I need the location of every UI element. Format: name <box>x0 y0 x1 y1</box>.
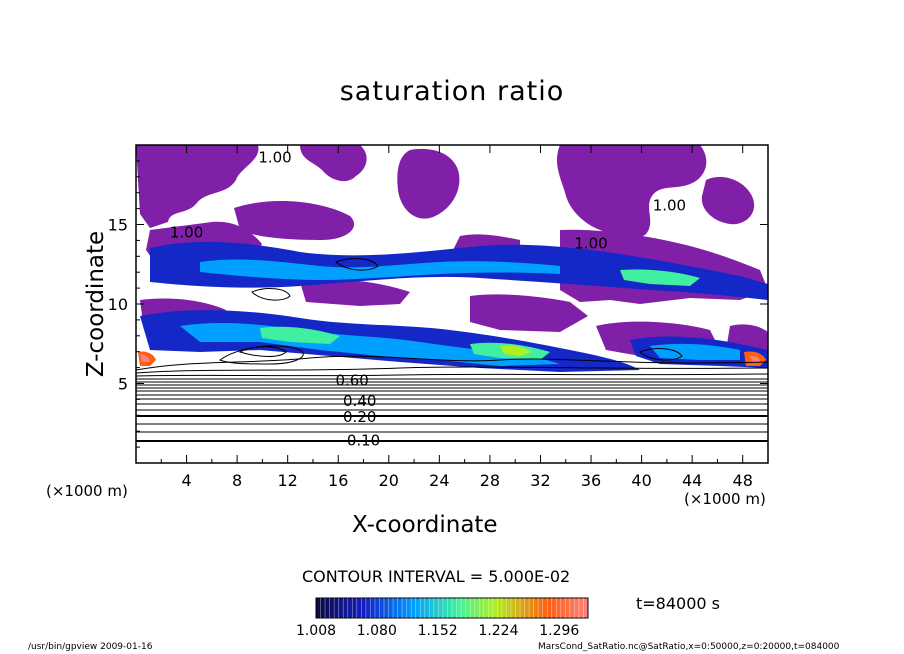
contour-lines <box>136 258 768 442</box>
x-tick-label: 48 <box>733 471 753 490</box>
footer-right: MarsCond_SatRatio.nc@SatRatio,x=0:50000,… <box>538 642 840 652</box>
colorbar-tick-label: 1.296 <box>539 623 579 639</box>
colorbar-tick-label: 1.008 <box>296 623 336 639</box>
contour-label: 0.20 <box>343 408 376 426</box>
contour-label: 1.00 <box>258 149 291 167</box>
contour-label: 0.60 <box>335 371 368 389</box>
x-tick-label: 8 <box>232 471 242 490</box>
colorbar-labels: 1.008 1.080 1.152 1.224 1.296 <box>296 623 579 639</box>
y-tick-label: 5 <box>118 375 128 394</box>
x-tick-label: 36 <box>581 471 601 490</box>
x-axis-label: X-coordinate <box>352 512 498 538</box>
x-tick-label: 16 <box>328 471 348 490</box>
contour-label: 0.10 <box>347 432 380 450</box>
colorbar-tick-label: 1.224 <box>478 623 518 639</box>
x-tick-label: 20 <box>379 471 399 490</box>
contour-label: 1.00 <box>170 223 203 241</box>
colorbar: 1.008 1.080 1.152 1.224 1.296 <box>296 597 589 639</box>
x-unit-left: (×1000 m) <box>46 482 128 500</box>
x-tick-label: 28 <box>480 471 500 490</box>
colorbar-stripes <box>320 598 584 618</box>
x-tick-label: 44 <box>682 471 702 490</box>
y-tick-label: 10 <box>108 295 128 314</box>
x-tick-label: 40 <box>631 471 651 490</box>
x-tick-label: 24 <box>429 471 449 490</box>
x-axis: 4 8 12 16 20 24 28 32 36 40 44 48 <box>160 145 753 490</box>
x-tick-label: 12 <box>278 471 298 490</box>
x-tick-label: 32 <box>530 471 550 490</box>
y-axis-label: Z-coordinate <box>83 230 109 378</box>
contour-label: 0.40 <box>343 392 376 410</box>
contour-label: 1.00 <box>653 196 686 214</box>
colorbar-tick-label: 1.152 <box>418 623 458 639</box>
time-label: t=84000 s <box>636 594 720 613</box>
chart-title: saturation ratio <box>339 76 565 107</box>
supersaturation-band <box>138 241 768 372</box>
y-axis: 5 10 15 <box>108 160 768 448</box>
x-unit-right: (×1000 m) <box>684 490 766 508</box>
contour-labels: 0.10 0.200.40 0.60 1.00 1.00 1.00 1.00 <box>170 149 686 450</box>
contour-label: 1.00 <box>574 235 607 253</box>
y-tick-label: 15 <box>108 216 128 235</box>
colorbar-tick-label: 1.080 <box>357 623 397 639</box>
x-tick-label: 4 <box>181 471 191 490</box>
footer-left: /usr/bin/gpview 2009-01-16 <box>28 642 153 652</box>
contour-interval-label: CONTOUR INTERVAL = 5.000E-02 <box>302 567 571 586</box>
